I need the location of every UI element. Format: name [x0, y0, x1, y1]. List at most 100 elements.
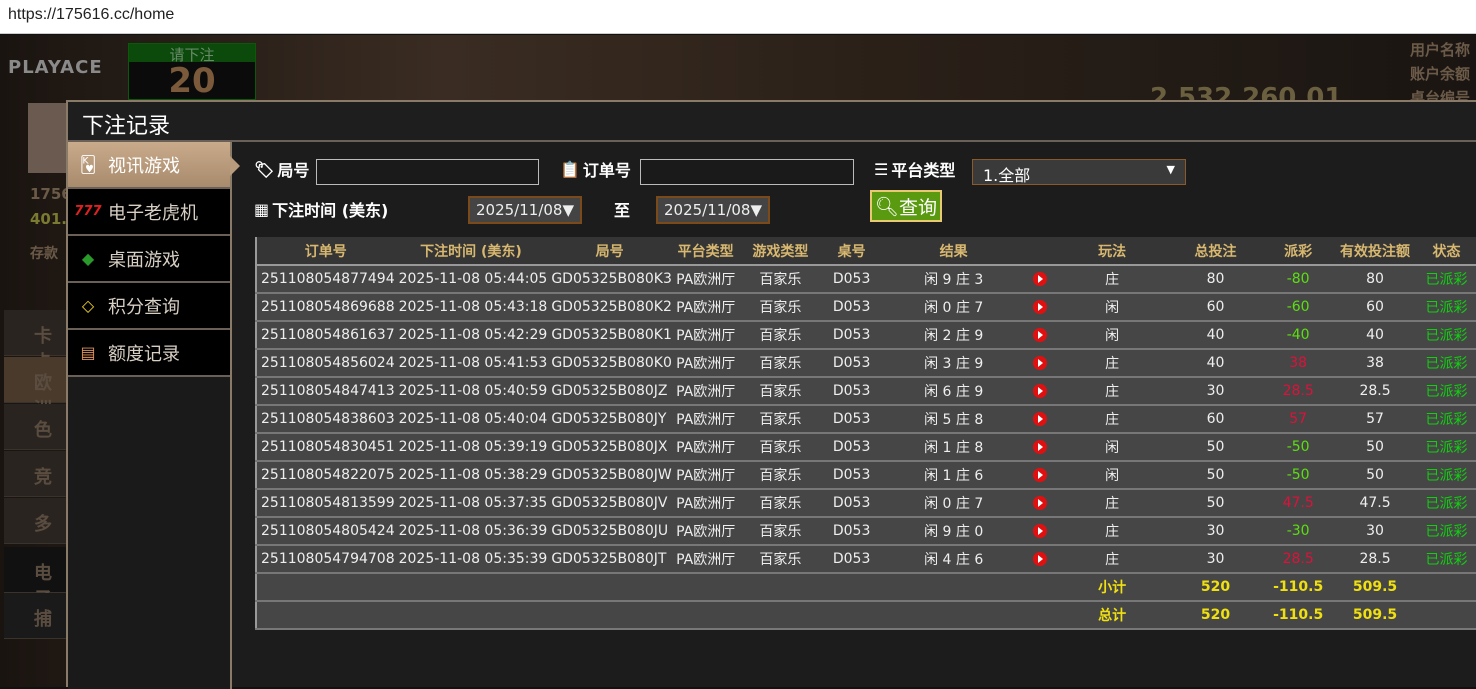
playace-logo: PLAYACE: [8, 57, 103, 78]
payout: 57: [1261, 405, 1336, 434]
platform: PA欧洲厅: [671, 489, 740, 518]
result: 闲 6 庄 9: [881, 377, 1026, 406]
bet-time: 2025-11-08 05:44:05: [394, 265, 548, 294]
deposit-link[interactable]: 存款: [30, 246, 58, 262]
result: 闲 9 庄 3: [881, 265, 1026, 294]
address-bar[interactable]: https://175616.cc/home: [0, 0, 1476, 34]
clipboard-icon: 📋: [560, 159, 580, 179]
platform: PA欧洲厅: [671, 265, 740, 294]
chevron-down-icon: ▼: [1166, 163, 1175, 176]
game-type: 百家乐: [739, 293, 822, 322]
total-payout: -110.5: [1261, 601, 1336, 630]
subtotal-label: 小计: [1054, 573, 1170, 602]
round-id: GD05325B080K2: [547, 293, 672, 322]
platform: PA欧洲厅: [671, 405, 740, 434]
sidebar-item-label: 额度记录: [108, 343, 180, 365]
result: 闲 1 庄 8: [881, 433, 1026, 462]
play-video-icon[interactable]: [1032, 412, 1047, 426]
round-id: GD05325B080JY: [547, 405, 672, 434]
column-header: 桌号: [821, 237, 882, 266]
play-video-icon[interactable]: [1032, 272, 1047, 286]
column-header: 结果: [881, 237, 1026, 266]
status: 已派彩: [1415, 489, 1476, 518]
bet-type: 庄: [1054, 405, 1170, 434]
valid-bet: 28.5: [1335, 377, 1416, 406]
replay-cell: [1025, 321, 1055, 350]
replay-cell: [1025, 461, 1055, 490]
search-icon: 🔍︎: [874, 195, 900, 218]
column-header: 下注时间 (美东): [394, 237, 548, 266]
sidebar-item-label: 积分查询: [108, 296, 180, 318]
empty-cell: [1415, 601, 1476, 630]
bet-time: 2025-11-08 05:42:29: [394, 321, 548, 350]
total-row: 总计 520 -110.5 509.5: [256, 601, 1476, 630]
order-input[interactable]: [640, 159, 854, 185]
game-type: 百家乐: [739, 321, 822, 350]
bet-time: 2025-11-08 05:37:35: [394, 489, 548, 518]
round-label: 🏷 局号: [254, 157, 309, 181]
valid-bet: 57: [1335, 405, 1416, 434]
bet-type: 庄: [1054, 349, 1170, 378]
column-header: 订单号: [256, 237, 395, 266]
valid-bet: 40: [1335, 321, 1416, 350]
play-video-icon[interactable]: [1032, 440, 1047, 454]
bet-time: 2025-11-08 05:41:53: [394, 349, 548, 378]
status: 已派彩: [1415, 265, 1476, 294]
table-row: 251108054822075 2025-11-08 05:38:29 GD0532…: [256, 461, 1476, 490]
date-to-select[interactable]: 2025/11/08▼: [656, 196, 770, 224]
result: 闲 9 庄 0: [881, 517, 1026, 546]
table-row: 251108054805424 2025-11-08 05:36:39 GD0532…: [256, 517, 1476, 546]
table-no: D053: [821, 293, 882, 322]
sidebar-item-slots[interactable]: 777 电子老虎机: [68, 189, 230, 236]
table-no: D053: [821, 517, 882, 546]
avatar: [28, 103, 68, 173]
table-no: D053: [821, 265, 882, 294]
date-from-select[interactable]: 2025/11/08▼: [468, 196, 582, 224]
play-video-icon[interactable]: [1032, 384, 1047, 398]
order-id: 251108054847413: [256, 377, 395, 406]
table-row: 251108054794708 2025-11-08 05:35:39 GD0532…: [256, 545, 1476, 574]
sidebar-item-points[interactable]: ◇ 积分查询: [68, 283, 230, 330]
diamond-icon: ◇: [81, 296, 95, 315]
result: 闲 2 庄 9: [881, 321, 1026, 350]
subtotal-payout: -110.5: [1261, 573, 1336, 602]
valid-bet: 50: [1335, 461, 1416, 490]
valid-bet: 50: [1335, 433, 1416, 462]
sidebar-item-table-games[interactable]: ◆ 桌面游戏: [68, 236, 230, 283]
play-video-icon[interactable]: [1032, 496, 1047, 510]
label-text: 平台类型: [891, 161, 956, 180]
play-video-icon[interactable]: [1032, 356, 1047, 370]
sidebar-item-live-games[interactable]: 🂾 视讯游戏: [68, 142, 240, 189]
playing-cards-icon: 🂾: [79, 155, 97, 174]
subtotal-valid-bet: 509.5: [1335, 573, 1416, 602]
replay-cell: [1025, 377, 1055, 406]
bet-type: 闲: [1054, 433, 1170, 462]
round-id: GD05325B080JV: [547, 489, 672, 518]
payout: 47.5: [1261, 489, 1336, 518]
user-balance: 401.: [30, 210, 68, 228]
play-video-icon[interactable]: [1032, 468, 1047, 482]
user-id: 1756: [30, 185, 72, 203]
play-video-icon[interactable]: [1032, 552, 1047, 566]
game-type: 百家乐: [739, 517, 822, 546]
round-input[interactable]: [316, 159, 539, 185]
play-video-icon[interactable]: [1032, 524, 1047, 538]
play-video-icon[interactable]: [1032, 300, 1047, 314]
platform-select[interactable]: 1.全部 ▼: [972, 159, 1186, 185]
table-no: D053: [821, 461, 882, 490]
game-type: 百家乐: [739, 545, 822, 574]
bet-type: 庄: [1054, 489, 1170, 518]
order-id: 251108054838603: [256, 405, 395, 434]
sidebar-item-credit-records[interactable]: ▤ 额度记录: [68, 330, 230, 377]
replay-cell: [1025, 293, 1055, 322]
empty-cell: [256, 573, 1055, 602]
total-bet: 50: [1169, 461, 1262, 490]
platform: PA欧洲厅: [671, 321, 740, 350]
query-button[interactable]: 🔍︎ 查询: [870, 190, 942, 222]
bg-nav-item: 多: [4, 498, 66, 544]
play-video-icon[interactable]: [1032, 328, 1047, 342]
total-bet: 30: [1169, 545, 1262, 574]
column-header: 总投注: [1169, 237, 1262, 266]
game-type: 百家乐: [739, 461, 822, 490]
payout: 28.5: [1261, 545, 1336, 574]
